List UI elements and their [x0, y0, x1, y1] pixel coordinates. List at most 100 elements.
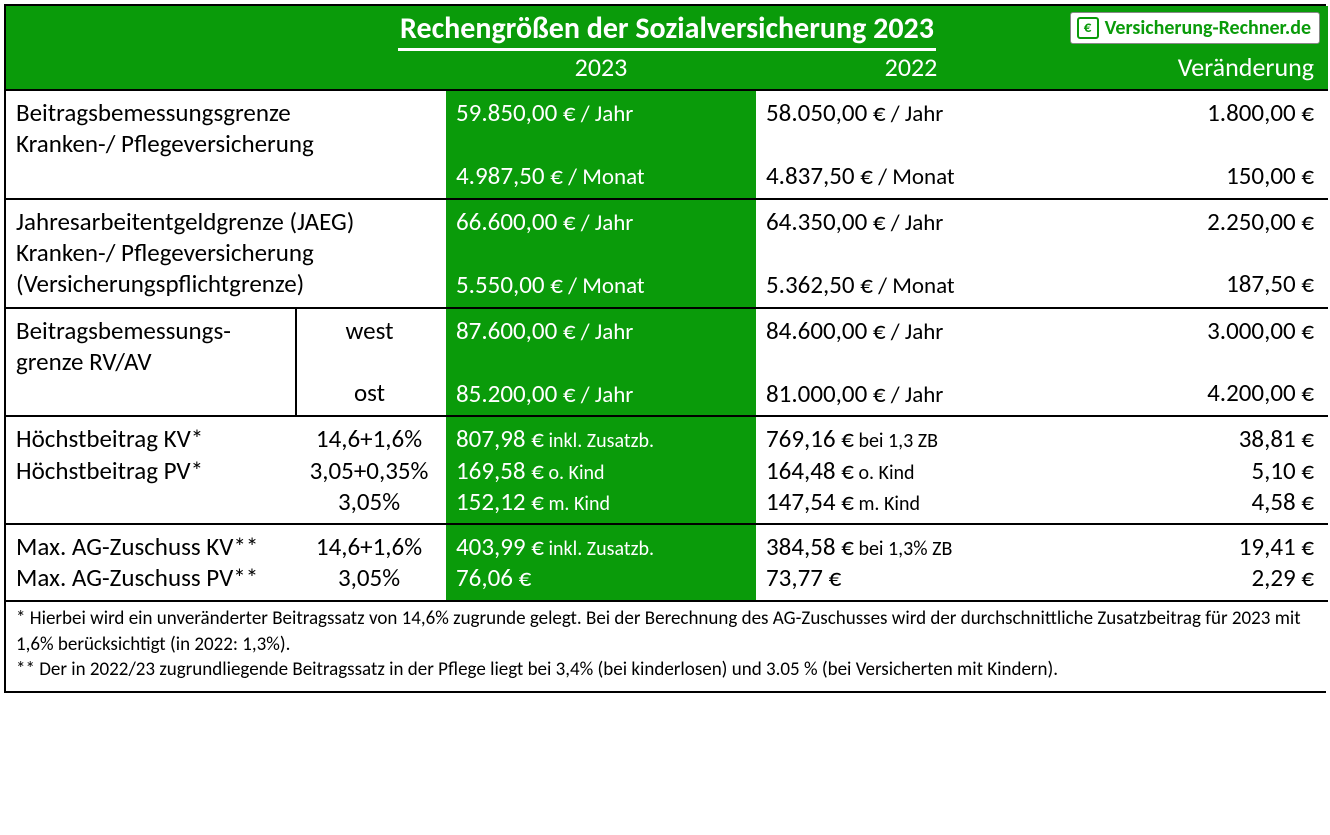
change-line: 38,81 €	[1076, 423, 1314, 454]
value-line: 169,58 € o. Kind	[456, 455, 742, 486]
cell-2023: 66.600,00 € / Jahr 5.550,00 € / Monat	[446, 199, 756, 308]
value-line: 147,54 € m. Kind	[766, 486, 1052, 517]
change-line: 2,29 €	[1076, 562, 1314, 593]
table-container: Rechengrößen der Sozialversicherung 2023…	[4, 4, 1326, 693]
value-line: 66.600,00 € / Jahr	[456, 206, 742, 238]
value-line: 85.200,00 € / Jahr	[456, 378, 742, 410]
label-line: Höchstbeitrag KV*	[16, 423, 282, 454]
cell-change: 38,81 €5,10 €4,58 €	[1066, 416, 1328, 524]
unit: / Jahr	[576, 209, 634, 237]
row-sublabel: 14,6+1,6%3,05+0,35%3,05%	[296, 416, 446, 524]
column-header-row: 2023 2022 Veränderung	[6, 51, 1328, 90]
value-line: 164,48 € o. Kind	[766, 455, 1052, 486]
table-row: BeitragsbemessungsgrenzeKranken-/ Pflege…	[6, 90, 1328, 199]
unit: bei 1,3% ZB	[854, 537, 952, 561]
unit: m. Kind	[544, 492, 610, 516]
label-line: Max. AG-Zuschuss KV**	[16, 531, 282, 562]
value: 66.600,00 €	[456, 206, 576, 237]
cell-2023: 59.850,00 € / Jahr 4.987,50 € / Monat	[446, 90, 756, 199]
value-line: 64.350,00 € / Jahr	[766, 206, 1052, 238]
row-label: Beitragsbemessungs-grenze RV/AV	[6, 308, 296, 417]
label-line: grenze RV/AV	[16, 346, 281, 377]
value: 84.600,00 €	[766, 315, 886, 346]
col-label-blank	[6, 51, 446, 90]
unit: / Jahr	[886, 100, 944, 128]
title-row: Rechengrößen der Sozialversicherung 2023…	[6, 6, 1328, 51]
page-title: Rechengrößen der Sozialversicherung 2023	[398, 10, 936, 51]
value-line: 84.600,00 € / Jahr	[766, 315, 1052, 347]
row-sublabel: 14,6+1,6%3,05%	[296, 524, 446, 601]
value-line: 87.600,00 € / Jahr	[456, 315, 742, 347]
unit: / Jahr	[886, 381, 944, 409]
value-line: 384,58 € bei 1,3% ZB	[766, 531, 1052, 562]
value-line	[456, 346, 742, 377]
unit: / Jahr	[886, 318, 944, 346]
value: 164,48 €	[766, 455, 854, 486]
change-line: 3.000,00 €	[1076, 315, 1314, 346]
table-row: Jahresarbeitentgeldgrenze (JAEG)Kranken-…	[6, 199, 1328, 308]
cell-2023: 403,99 € inkl. Zusatzb.76,06 €	[446, 524, 756, 601]
value: 85.200,00 €	[456, 378, 576, 409]
label-line: Kranken-/ Pflegeversicherung	[16, 237, 432, 268]
cell-2022: 769,16 € bei 1,3 ZB164,48 € o. Kind147,5…	[756, 416, 1066, 524]
footnotes: * Hierbei wird ein unveränderter Beitrag…	[6, 601, 1328, 691]
value-line: 59.850,00 € / Jahr	[456, 97, 742, 129]
value: 4.987,50 €	[456, 160, 563, 191]
table-row: Höchstbeitrag KV*Höchstbeitrag PV*14,6+1…	[6, 416, 1328, 524]
cell-2023: 87.600,00 € / Jahr 85.200,00 € / Jahr	[446, 308, 756, 417]
sublabel-line: 3,05+0,35%	[306, 455, 432, 486]
value: 81.000,00 €	[766, 378, 886, 409]
value: 58.050,00 €	[766, 97, 886, 128]
row-sublabel: west ost	[296, 308, 446, 417]
title-cell: Rechengrößen der Sozialversicherung 2023…	[6, 6, 1328, 51]
change-line: 1.800,00 €	[1076, 97, 1314, 128]
unit: / Monat	[563, 163, 645, 191]
value-line	[456, 238, 742, 269]
cell-change: 1.800,00 € 150,00 €	[1066, 90, 1328, 199]
value: 64.350,00 €	[766, 206, 886, 237]
value-line: 4.987,50 € / Monat	[456, 160, 742, 192]
change-line: 4,58 €	[1076, 486, 1314, 517]
unit: / Jahr	[576, 381, 634, 409]
change-line: 5,10 €	[1076, 455, 1314, 486]
change-line: 19,41 €	[1076, 531, 1314, 562]
cell-change: 19,41 €2,29 €	[1066, 524, 1328, 601]
value: 152,12 €	[456, 486, 544, 517]
cell-2022: 58.050,00 € / Jahr 4.837,50 € / Monat	[756, 90, 1066, 199]
row-label: Höchstbeitrag KV*Höchstbeitrag PV*	[6, 416, 296, 524]
value: 76,06 €	[456, 562, 531, 593]
logo-text: Versicherung-Rechner.de	[1105, 16, 1311, 40]
label-line: Beitragsbemessungsgrenze	[16, 97, 432, 128]
footnote-2: ** Der in 2022/23 zugrundliegende Beitra…	[16, 657, 1318, 683]
value-line: 73,77 €	[766, 562, 1052, 594]
value: 4.837,50 €	[766, 160, 873, 191]
value: 169,58 €	[456, 455, 544, 486]
value: 147,54 €	[766, 486, 854, 517]
label-line: Jahresarbeitentgeldgrenze (JAEG)	[16, 206, 432, 237]
unit: bei 1,3 ZB	[854, 429, 938, 453]
label-line: Max. AG-Zuschuss PV**	[16, 562, 282, 593]
value: 769,16 €	[766, 423, 854, 454]
footnote-row: * Hierbei wird ein unveränderter Beitrag…	[6, 601, 1328, 691]
table-row: Beitragsbemessungs-grenze RV/AVwest ost8…	[6, 308, 1328, 417]
value: 384,58 €	[766, 531, 854, 562]
sublabel-line	[307, 346, 432, 377]
social-insurance-table: Rechengrößen der Sozialversicherung 2023…	[6, 6, 1328, 691]
sublabel-line: west	[307, 315, 432, 346]
value: 5.362,50 €	[766, 269, 873, 300]
unit: inkl. Zusatzb.	[544, 429, 654, 453]
cell-2022: 64.350,00 € / Jahr 5.362,50 € / Monat	[756, 199, 1066, 308]
change-line: 187,50 €	[1076, 268, 1314, 299]
value-line	[766, 238, 1052, 269]
change-line: 150,00 €	[1076, 160, 1314, 191]
cell-change: 3.000,00 € 4.200,00 €	[1066, 308, 1328, 417]
table-row: Max. AG-Zuschuss KV**Max. AG-Zuschuss PV…	[6, 524, 1328, 601]
label-line: (Versicherungspflichtgrenze)	[16, 268, 432, 299]
value-line	[766, 129, 1052, 160]
change-line	[1076, 346, 1314, 377]
value-line: 807,98 € inkl. Zusatzb.	[456, 423, 742, 454]
label-line: Kranken-/ Pflegeversicherung	[16, 128, 432, 159]
unit: / Jahr	[576, 318, 634, 346]
col-2023: 2023	[446, 51, 756, 90]
unit: m. Kind	[854, 492, 920, 516]
